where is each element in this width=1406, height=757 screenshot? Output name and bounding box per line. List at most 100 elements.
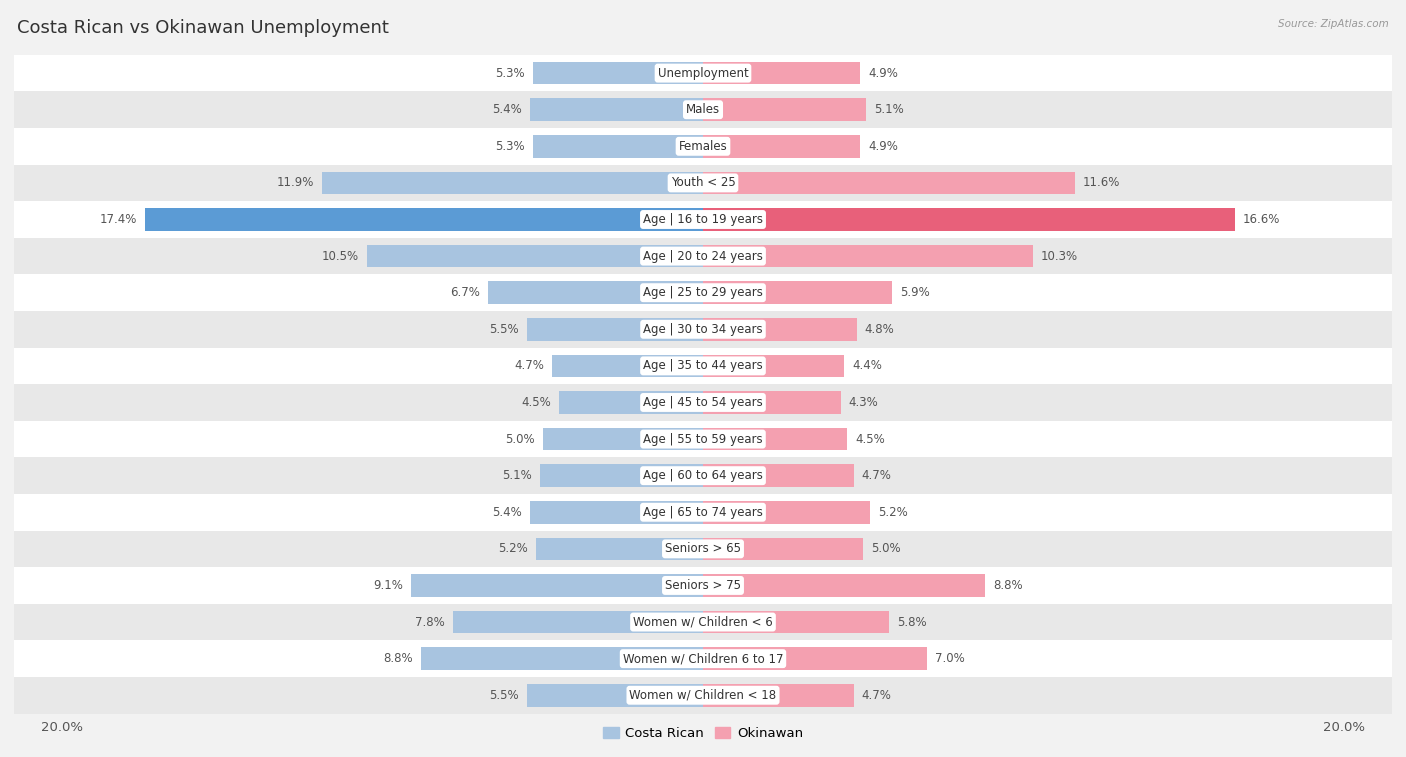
Bar [14,531,1392,567]
Text: 16.6%: 16.6% [1243,213,1281,226]
Text: 5.0%: 5.0% [505,432,534,446]
Bar [703,611,889,634]
Bar [14,311,1392,347]
Bar [367,245,703,267]
Bar [703,282,891,304]
Text: Females: Females [679,140,727,153]
Bar [14,164,1392,201]
Bar [14,677,1392,714]
Bar [558,391,703,414]
Text: 5.4%: 5.4% [492,103,522,117]
Bar [703,208,1234,231]
Bar [14,567,1392,604]
Bar [703,354,844,377]
Text: 4.7%: 4.7% [862,469,891,482]
Text: 11.6%: 11.6% [1083,176,1121,189]
Bar [533,135,703,157]
Text: Age | 20 to 24 years: Age | 20 to 24 years [643,250,763,263]
Text: 7.0%: 7.0% [935,652,965,665]
Text: 17.4%: 17.4% [100,213,138,226]
Bar [703,501,870,524]
Text: 5.4%: 5.4% [492,506,522,519]
Bar [14,385,1392,421]
Bar [14,457,1392,494]
Bar [703,684,853,706]
Bar [14,92,1392,128]
Text: Age | 45 to 54 years: Age | 45 to 54 years [643,396,763,409]
Bar [453,611,703,634]
Text: Males: Males [686,103,720,117]
Bar [412,574,703,597]
Bar [14,274,1392,311]
Text: 11.9%: 11.9% [277,176,314,189]
Text: 5.2%: 5.2% [499,542,529,556]
Text: 9.1%: 9.1% [374,579,404,592]
Text: Age | 35 to 44 years: Age | 35 to 44 years [643,360,763,372]
Bar [703,464,853,487]
Text: Seniors > 75: Seniors > 75 [665,579,741,592]
Bar [14,421,1392,457]
Text: 5.1%: 5.1% [502,469,531,482]
Bar [530,98,703,121]
Bar [703,428,848,450]
Bar [14,640,1392,677]
Text: Source: ZipAtlas.com: Source: ZipAtlas.com [1278,19,1389,29]
Text: 4.3%: 4.3% [849,396,879,409]
Text: 4.5%: 4.5% [522,396,551,409]
Text: 10.5%: 10.5% [322,250,359,263]
Bar [420,647,703,670]
Text: 7.8%: 7.8% [415,615,446,628]
Bar [145,208,703,231]
Text: 5.2%: 5.2% [877,506,907,519]
Text: Age | 25 to 29 years: Age | 25 to 29 years [643,286,763,299]
Text: 4.7%: 4.7% [515,360,544,372]
Text: Unemployment: Unemployment [658,67,748,79]
Text: Age | 60 to 64 years: Age | 60 to 64 years [643,469,763,482]
Text: 4.9%: 4.9% [868,140,898,153]
Text: Age | 16 to 19 years: Age | 16 to 19 years [643,213,763,226]
Text: Women w/ Children < 18: Women w/ Children < 18 [630,689,776,702]
Text: 10.3%: 10.3% [1040,250,1078,263]
Bar [703,318,856,341]
Text: 4.9%: 4.9% [868,67,898,79]
Bar [703,647,928,670]
Bar [14,347,1392,384]
Bar [14,201,1392,238]
Bar [703,172,1074,195]
Bar [536,537,703,560]
Text: 8.8%: 8.8% [993,579,1022,592]
Bar [533,62,703,85]
Text: 4.5%: 4.5% [855,432,884,446]
Text: 4.8%: 4.8% [865,322,894,336]
Bar [553,354,703,377]
Text: Costa Rican vs Okinawan Unemployment: Costa Rican vs Okinawan Unemployment [17,19,388,37]
Text: Age | 55 to 59 years: Age | 55 to 59 years [643,432,763,446]
Bar [14,55,1392,92]
Text: Youth < 25: Youth < 25 [671,176,735,189]
Text: 5.3%: 5.3% [495,67,526,79]
Text: 5.1%: 5.1% [875,103,904,117]
Text: 5.5%: 5.5% [489,322,519,336]
Text: Age | 30 to 34 years: Age | 30 to 34 years [643,322,763,336]
Bar [543,428,703,450]
Text: 5.5%: 5.5% [489,689,519,702]
Bar [540,464,703,487]
Text: 5.9%: 5.9% [900,286,929,299]
Text: 6.7%: 6.7% [450,286,481,299]
Legend: Costa Rican, Okinawan: Costa Rican, Okinawan [598,721,808,745]
Bar [703,98,866,121]
Text: 5.3%: 5.3% [495,140,526,153]
Bar [703,574,986,597]
Bar [14,604,1392,640]
Bar [14,128,1392,164]
Text: 8.8%: 8.8% [384,652,413,665]
Text: Women w/ Children < 6: Women w/ Children < 6 [633,615,773,628]
Bar [527,318,703,341]
Bar [530,501,703,524]
Text: 5.8%: 5.8% [897,615,927,628]
Bar [703,537,863,560]
Text: 4.4%: 4.4% [852,360,882,372]
Text: Age | 65 to 74 years: Age | 65 to 74 years [643,506,763,519]
Bar [14,494,1392,531]
Bar [703,135,860,157]
